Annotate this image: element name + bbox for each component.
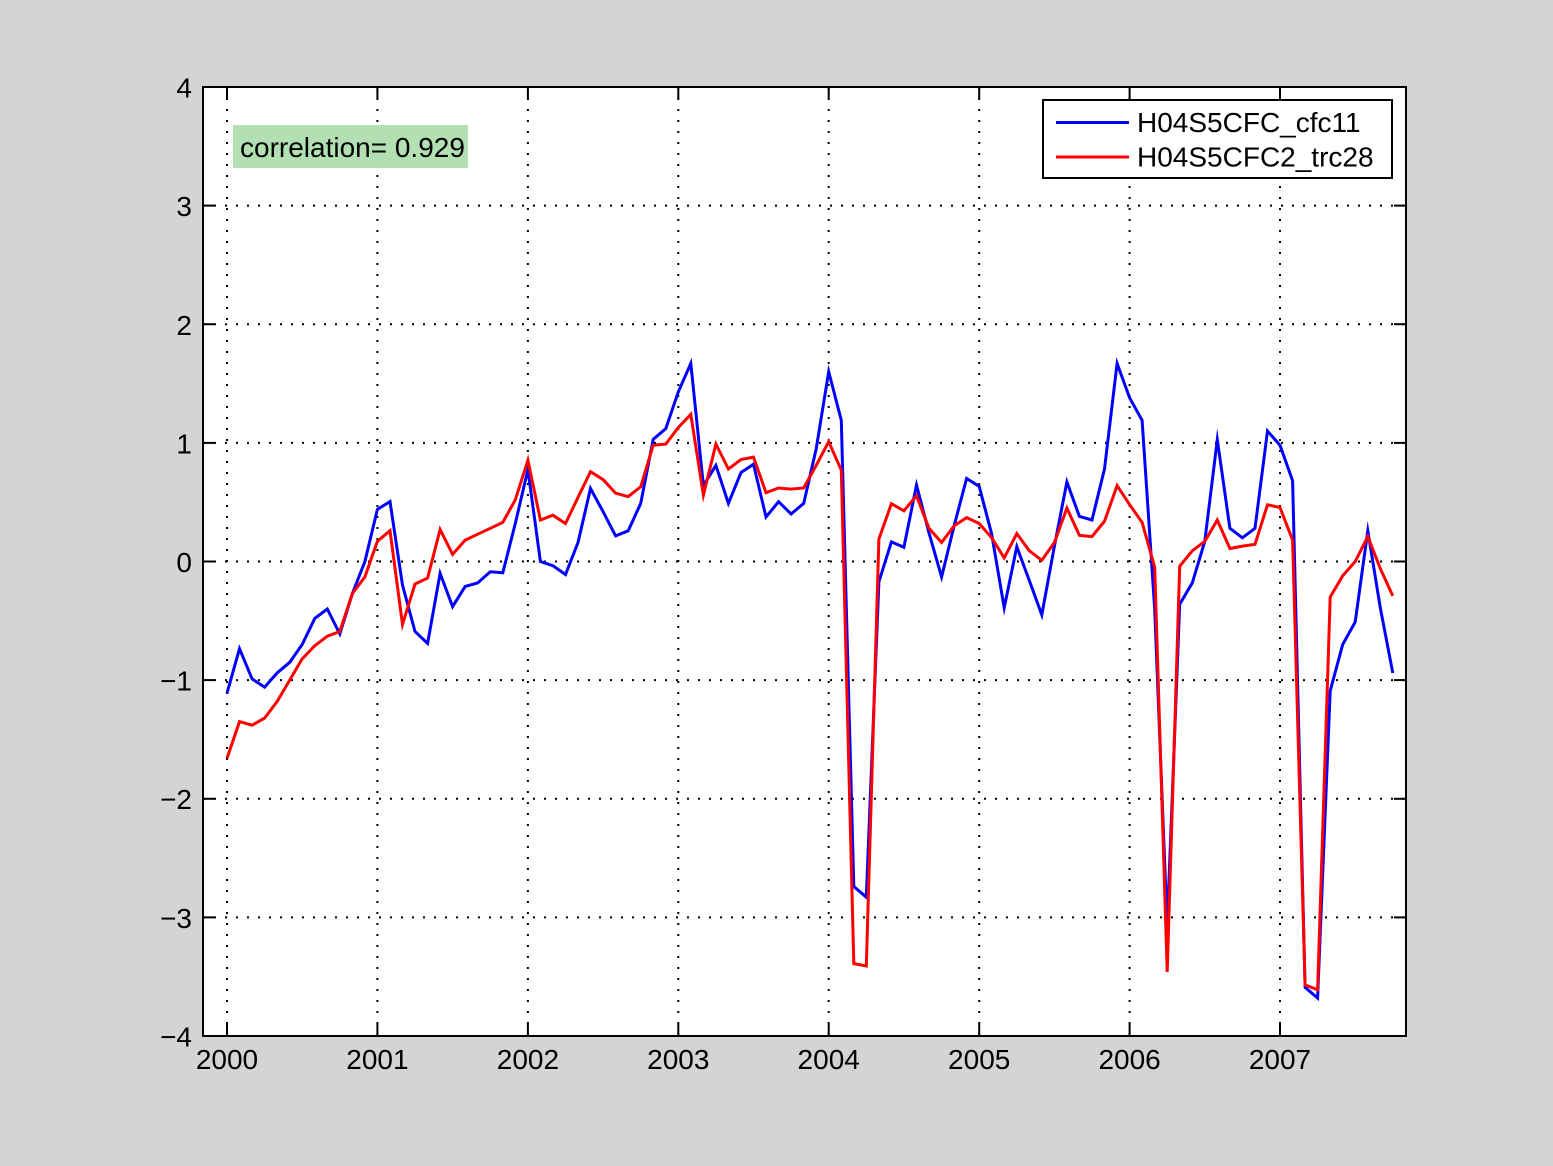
svg-text:0: 0 [176, 547, 192, 578]
svg-text:H04S5CFC2_trc28: H04S5CFC2_trc28 [1137, 142, 1374, 173]
svg-text:2007: 2007 [1249, 1044, 1311, 1075]
svg-text:−2: −2 [160, 784, 192, 815]
svg-text:−4: −4 [160, 1022, 192, 1053]
svg-text:3: 3 [176, 191, 192, 222]
svg-text:2006: 2006 [1098, 1044, 1160, 1075]
svg-text:4: 4 [176, 73, 192, 104]
svg-text:2001: 2001 [346, 1044, 408, 1075]
svg-text:2: 2 [176, 310, 192, 341]
svg-text:H04S5CFC_cfc11: H04S5CFC_cfc11 [1137, 107, 1361, 138]
svg-text:1: 1 [176, 428, 192, 459]
svg-text:correlation= 0.929: correlation= 0.929 [240, 132, 465, 163]
svg-text:2005: 2005 [948, 1044, 1010, 1075]
svg-text:−1: −1 [160, 666, 192, 697]
svg-text:2002: 2002 [497, 1044, 559, 1075]
svg-text:2003: 2003 [647, 1044, 709, 1075]
svg-text:2000: 2000 [196, 1044, 258, 1075]
svg-text:−3: −3 [160, 903, 192, 934]
svg-text:2004: 2004 [798, 1044, 860, 1075]
